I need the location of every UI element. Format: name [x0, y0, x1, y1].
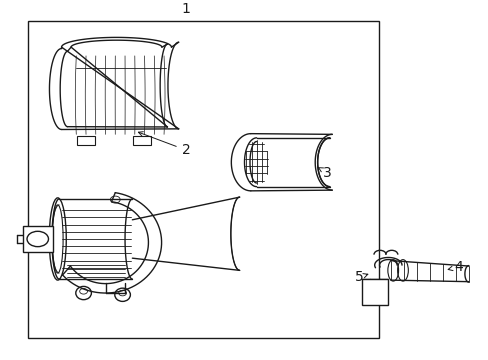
- Bar: [77, 136, 95, 145]
- Text: 2: 2: [138, 132, 190, 157]
- Bar: [133, 136, 151, 145]
- Text: 5: 5: [354, 270, 367, 284]
- Bar: [22, 226, 53, 252]
- Bar: [361, 279, 387, 305]
- Text: 1: 1: [181, 2, 190, 16]
- Bar: [27, 21, 378, 338]
- Text: 4: 4: [447, 260, 463, 274]
- Text: 3: 3: [317, 166, 331, 180]
